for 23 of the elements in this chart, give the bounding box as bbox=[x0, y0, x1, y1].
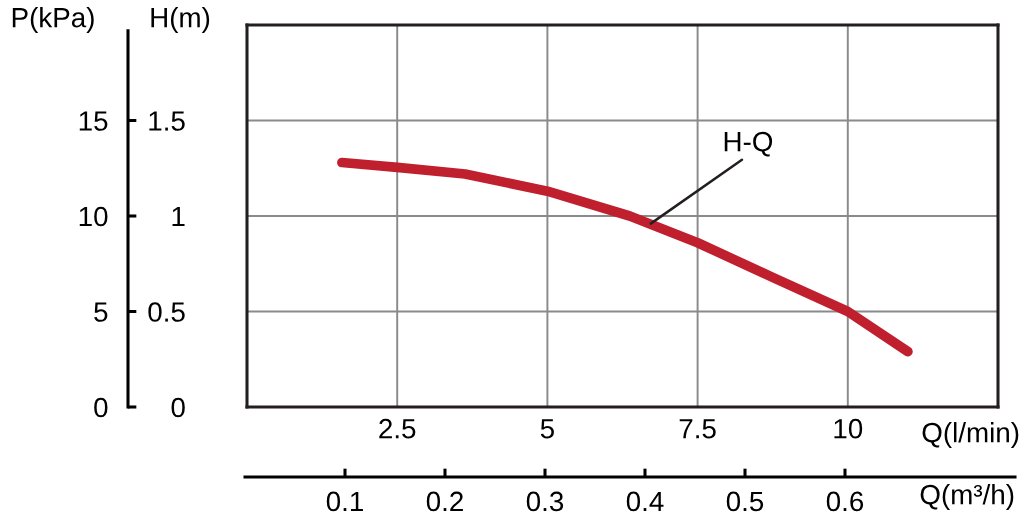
x2-tick-label: 0.6 bbox=[826, 491, 864, 512]
y2-tick-label: 0 bbox=[94, 397, 108, 418]
x2-tick-label: 0.4 bbox=[626, 491, 664, 512]
x-tick-label: 10 bbox=[834, 418, 863, 439]
x-axis-title: Q(l/min) bbox=[922, 422, 1019, 448]
x2-axis-title: Q(m³/h) bbox=[920, 484, 1014, 510]
x-tick-label: 2.5 bbox=[379, 418, 416, 439]
x2-tick-label: 0.5 bbox=[726, 491, 764, 512]
y-tick-label: 1.5 bbox=[149, 111, 185, 131]
y-tick-label: 0.5 bbox=[148, 302, 185, 322]
y-tick-label: 1 bbox=[172, 206, 185, 227]
x2-tick-label: 0.1 bbox=[326, 491, 363, 512]
y-axis-title: H(m) bbox=[151, 7, 210, 33]
y2-tick-label: 5 bbox=[94, 302, 108, 322]
annotation: H-Q bbox=[724, 131, 773, 157]
x-tick-label: 5 bbox=[540, 419, 554, 439]
y2-axis-title: P(kPa) bbox=[12, 7, 94, 33]
x-tick-label: 7.5 bbox=[679, 419, 716, 439]
y2-tick-label: 10 bbox=[79, 206, 108, 227]
x2-tick-label: 0.2 bbox=[426, 491, 463, 512]
y2-tick-label: 15 bbox=[79, 111, 108, 131]
x2-tick-label: 0.3 bbox=[526, 491, 564, 512]
y-tick-label: 0 bbox=[171, 397, 185, 418]
